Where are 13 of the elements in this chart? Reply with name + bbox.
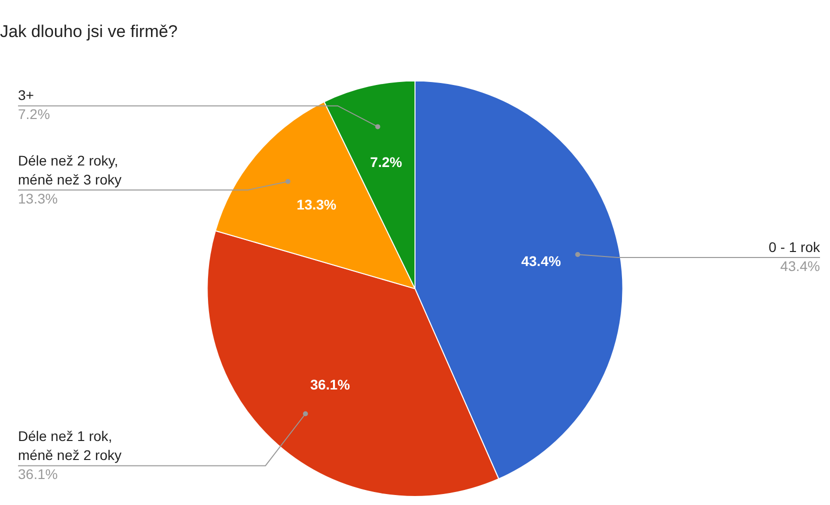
slice-label: 3+: [18, 87, 34, 104]
text: 13.3%: [18, 190, 58, 206]
text: 7.2%: [18, 106, 50, 122]
chart-title: Jak dlouho jsi ve firmě?: [0, 22, 178, 41]
slice-label: 0 - 1 rok: [768, 238, 821, 255]
data-label: 43.4%: [521, 253, 562, 270]
text: 43.4%: [780, 258, 820, 274]
data-label: 7.2%: [370, 154, 403, 170]
data-label: 13.3%: [296, 196, 337, 213]
text: 36.1%: [18, 466, 58, 482]
slice-label: Déle než 1 rok, méně než 2 roky: [18, 428, 122, 464]
data-label: 36.1%: [310, 376, 350, 392]
slice-label: Déle než 2 roky, méně než 3 roky: [18, 152, 122, 188]
